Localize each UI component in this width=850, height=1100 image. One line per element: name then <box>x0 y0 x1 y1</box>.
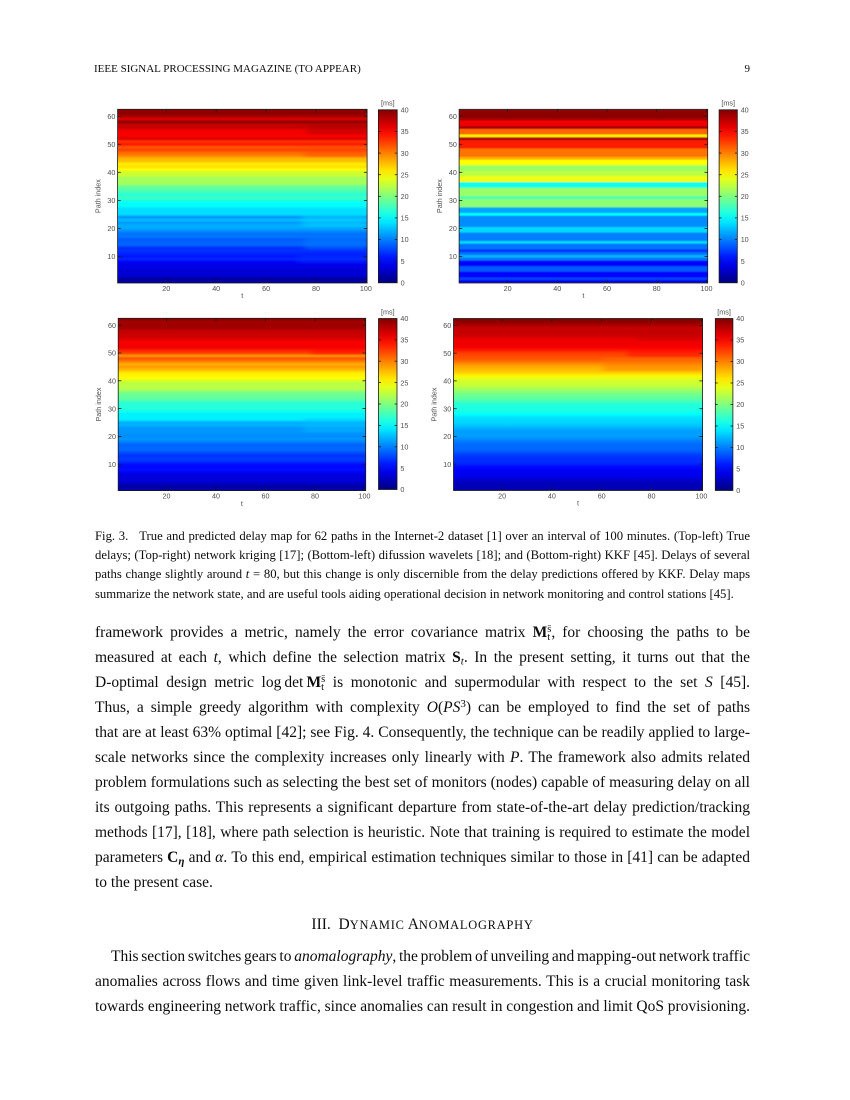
svg-text:10: 10 <box>108 460 116 469</box>
svg-text:20: 20 <box>741 192 749 201</box>
svg-text:20: 20 <box>107 224 115 233</box>
svg-text:25: 25 <box>736 379 744 388</box>
svg-text:40: 40 <box>212 284 220 293</box>
svg-text:40: 40 <box>449 168 457 177</box>
svg-text:40: 40 <box>548 491 556 500</box>
svg-text:20: 20 <box>108 432 116 441</box>
svg-text:100: 100 <box>695 491 707 500</box>
svg-text:30: 30 <box>401 149 409 158</box>
svg-text:80: 80 <box>653 284 661 293</box>
svg-text:25: 25 <box>400 378 408 387</box>
svg-text:20: 20 <box>498 491 506 500</box>
svg-text:5: 5 <box>741 257 745 266</box>
svg-text:60: 60 <box>443 321 451 330</box>
svg-text:20: 20 <box>401 192 409 201</box>
svg-text:30: 30 <box>736 357 744 366</box>
svg-text:Path index: Path index <box>93 179 102 213</box>
svg-text:60: 60 <box>449 112 457 121</box>
svg-text:60: 60 <box>603 284 611 293</box>
svg-text:20: 20 <box>449 224 457 233</box>
svg-text:40: 40 <box>741 106 749 115</box>
svg-text:10: 10 <box>736 443 744 452</box>
svg-text:5: 5 <box>736 465 740 474</box>
svg-text:80: 80 <box>312 284 320 293</box>
svg-text:15: 15 <box>401 214 409 223</box>
svg-text:100: 100 <box>359 491 371 500</box>
svg-text:60: 60 <box>262 284 270 293</box>
svg-text:50: 50 <box>108 349 116 358</box>
svg-text:20: 20 <box>736 400 744 409</box>
svg-text:30: 30 <box>400 357 408 366</box>
svg-text:40: 40 <box>736 314 744 323</box>
svg-text:35: 35 <box>741 127 749 136</box>
svg-text:t: t <box>582 291 584 300</box>
svg-text:Path index: Path index <box>429 387 438 421</box>
svg-text:0: 0 <box>736 486 740 495</box>
svg-text:0: 0 <box>401 279 405 288</box>
svg-text:100: 100 <box>701 284 713 293</box>
svg-text:15: 15 <box>736 422 744 431</box>
svg-text:35: 35 <box>736 336 744 345</box>
svg-text:60: 60 <box>107 112 115 121</box>
svg-text:40: 40 <box>400 314 408 323</box>
svg-text:[ms]: [ms] <box>381 99 395 108</box>
svg-text:25: 25 <box>741 170 749 179</box>
svg-text:30: 30 <box>108 404 116 413</box>
svg-text:40: 40 <box>553 284 561 293</box>
svg-text:Path index: Path index <box>435 179 444 213</box>
svg-text:5: 5 <box>400 464 404 473</box>
svg-text:t: t <box>241 291 243 300</box>
svg-text:35: 35 <box>401 127 409 136</box>
svg-text:10: 10 <box>400 442 408 451</box>
svg-text:80: 80 <box>311 491 319 500</box>
svg-text:30: 30 <box>443 404 451 413</box>
svg-text:20: 20 <box>443 432 451 441</box>
svg-text:40: 40 <box>108 377 116 386</box>
svg-text:5: 5 <box>401 257 405 266</box>
svg-text:60: 60 <box>598 491 606 500</box>
svg-text:[ms]: [ms] <box>381 307 395 316</box>
svg-text:10: 10 <box>449 252 457 261</box>
svg-text:40: 40 <box>212 491 220 500</box>
svg-text:10: 10 <box>401 235 409 244</box>
svg-text:20: 20 <box>504 284 512 293</box>
svg-text:40: 40 <box>401 106 409 115</box>
svg-text:10: 10 <box>741 235 749 244</box>
svg-text:30: 30 <box>449 196 457 205</box>
svg-text:20: 20 <box>400 400 408 409</box>
svg-text:50: 50 <box>449 140 457 149</box>
svg-text:20: 20 <box>162 284 170 293</box>
svg-text:30: 30 <box>741 149 749 158</box>
svg-text:35: 35 <box>400 336 408 345</box>
svg-text:10: 10 <box>107 252 115 261</box>
svg-text:15: 15 <box>400 421 408 430</box>
svg-text:t: t <box>241 499 243 508</box>
svg-text:80: 80 <box>648 491 656 500</box>
svg-text:40: 40 <box>443 377 451 386</box>
svg-text:50: 50 <box>443 349 451 358</box>
svg-text:15: 15 <box>741 214 749 223</box>
svg-text:40: 40 <box>107 168 115 177</box>
svg-text:0: 0 <box>741 279 745 288</box>
svg-text:[ms]: [ms] <box>717 307 731 316</box>
svg-text:30: 30 <box>107 196 115 205</box>
svg-text:10: 10 <box>443 460 451 469</box>
svg-text:25: 25 <box>401 170 409 179</box>
svg-text:50: 50 <box>107 140 115 149</box>
svg-text:0: 0 <box>400 485 404 494</box>
svg-text:60: 60 <box>108 321 116 330</box>
svg-text:Path index: Path index <box>94 387 103 421</box>
svg-text:20: 20 <box>163 491 171 500</box>
svg-text:t: t <box>577 499 579 508</box>
svg-text:60: 60 <box>262 491 270 500</box>
svg-text:[ms]: [ms] <box>721 99 735 108</box>
svg-text:100: 100 <box>360 284 372 293</box>
